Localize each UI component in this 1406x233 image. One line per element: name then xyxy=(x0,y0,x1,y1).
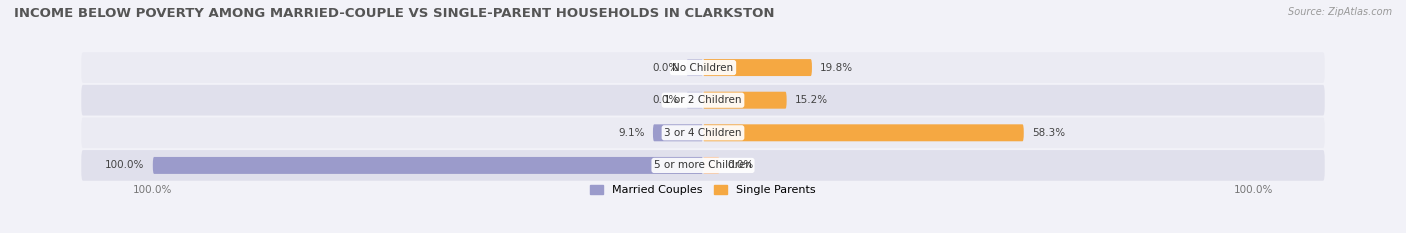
Text: 5 or more Children: 5 or more Children xyxy=(654,161,752,170)
FancyBboxPatch shape xyxy=(652,124,703,141)
Text: 3 or 4 Children: 3 or 4 Children xyxy=(664,128,742,138)
Text: 19.8%: 19.8% xyxy=(820,63,853,72)
FancyBboxPatch shape xyxy=(153,157,703,174)
FancyBboxPatch shape xyxy=(82,117,1324,148)
FancyBboxPatch shape xyxy=(82,150,1324,181)
Text: Source: ZipAtlas.com: Source: ZipAtlas.com xyxy=(1288,7,1392,17)
Text: INCOME BELOW POVERTY AMONG MARRIED-COUPLE VS SINGLE-PARENT HOUSEHOLDS IN CLARKST: INCOME BELOW POVERTY AMONG MARRIED-COUPL… xyxy=(14,7,775,20)
Text: 9.1%: 9.1% xyxy=(619,128,645,138)
Text: 100.0%: 100.0% xyxy=(105,161,145,170)
FancyBboxPatch shape xyxy=(703,124,1024,141)
FancyBboxPatch shape xyxy=(82,52,1324,83)
FancyBboxPatch shape xyxy=(703,157,720,174)
Text: 1 or 2 Children: 1 or 2 Children xyxy=(664,95,742,105)
Text: 0.0%: 0.0% xyxy=(652,63,678,72)
FancyBboxPatch shape xyxy=(686,59,703,76)
FancyBboxPatch shape xyxy=(686,92,703,109)
Text: 0.0%: 0.0% xyxy=(652,95,678,105)
FancyBboxPatch shape xyxy=(82,85,1324,116)
FancyBboxPatch shape xyxy=(703,59,811,76)
Legend: Married Couples, Single Parents: Married Couples, Single Parents xyxy=(586,180,820,200)
Text: 0.0%: 0.0% xyxy=(728,161,754,170)
Text: No Children: No Children xyxy=(672,63,734,72)
Text: 58.3%: 58.3% xyxy=(1032,128,1066,138)
FancyBboxPatch shape xyxy=(703,92,786,109)
Text: 15.2%: 15.2% xyxy=(794,95,828,105)
